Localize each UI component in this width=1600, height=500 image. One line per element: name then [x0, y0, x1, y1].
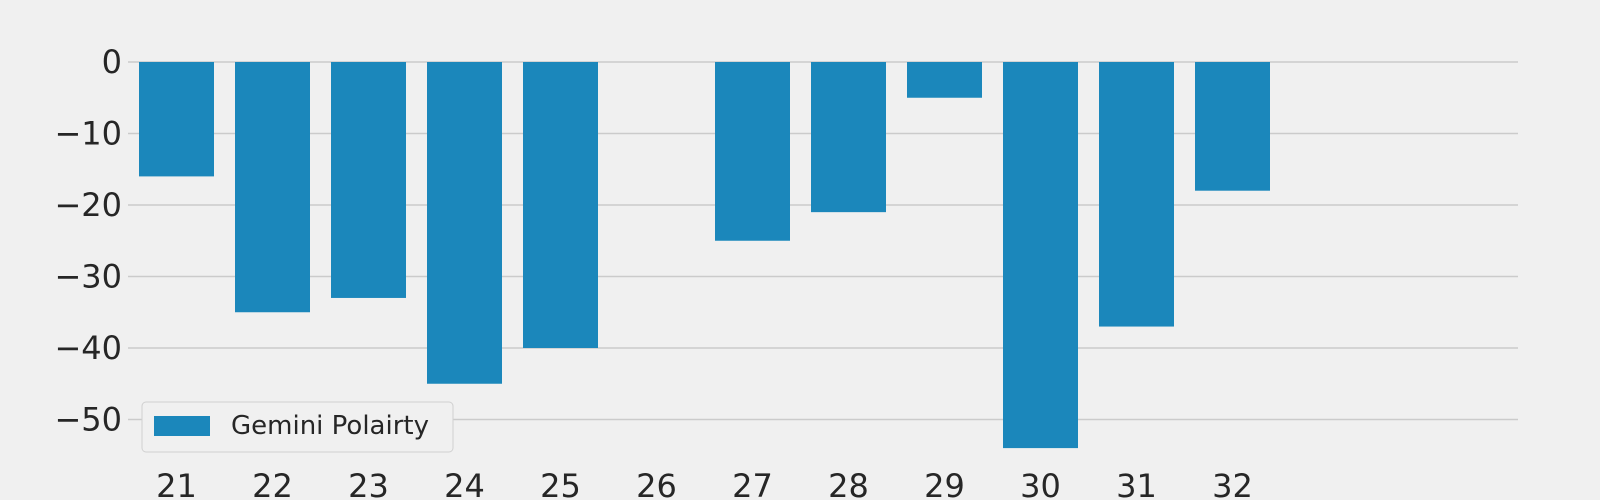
y-tick-label: −20 — [54, 186, 122, 224]
legend-box — [141, 401, 454, 453]
y-tick-label: −50 — [54, 401, 122, 439]
y-tick-label: −30 — [54, 258, 122, 296]
bar-27 — [715, 62, 790, 241]
bar-31 — [1099, 62, 1174, 327]
bar-22 — [235, 62, 310, 313]
x-tick-label: 23 — [348, 467, 389, 500]
bar-30 — [1003, 62, 1078, 449]
bar-32 — [1195, 62, 1270, 191]
y-tick-label: −10 — [54, 115, 122, 153]
x-tick-label: 28 — [828, 467, 869, 500]
bar-28 — [811, 62, 886, 213]
x-tick-label: 31 — [1116, 467, 1157, 500]
x-tick-label: 29 — [924, 467, 965, 500]
y-tick-label: 0 — [102, 43, 122, 81]
y-tick-label: −40 — [54, 329, 122, 367]
x-tick-label: 21 — [156, 467, 197, 500]
x-tick-label: 25 — [540, 467, 581, 500]
x-axis-ticks: 21 22 23 24 25 26 27 28 29 30 31 32 — [156, 467, 1253, 500]
y-axis-ticks: 0 −10 −20 −30 −40 −50 — [54, 43, 122, 439]
x-tick-label: 30 — [1020, 467, 1061, 500]
x-tick-label: 24 — [444, 467, 485, 500]
bars — [139, 62, 1270, 449]
bar-29 — [907, 62, 982, 98]
x-tick-label: 27 — [732, 467, 773, 500]
bar-24 — [427, 62, 502, 384]
bar-21 — [139, 62, 214, 177]
legend: Gemini Polairty — [141, 401, 454, 453]
x-tick-label: 26 — [636, 467, 677, 500]
legend-swatch — [154, 416, 210, 436]
bar-25 — [523, 62, 598, 348]
legend-label: Gemini Polairty — [231, 411, 429, 441]
x-tick-label: 22 — [252, 467, 293, 500]
bar-23 — [331, 62, 406, 298]
x-tick-label: 32 — [1212, 467, 1253, 500]
